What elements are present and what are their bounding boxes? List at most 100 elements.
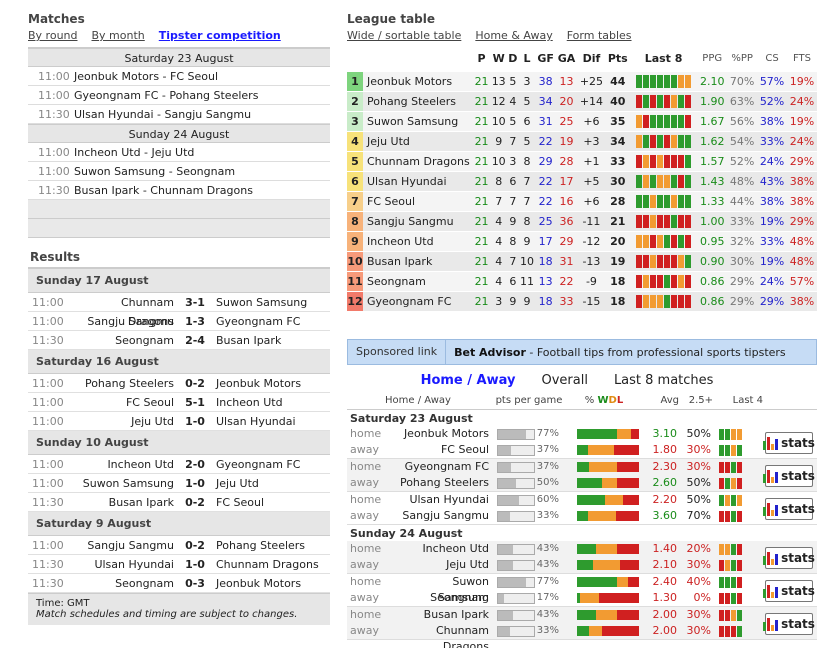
col-last8[interactable]: Last 8 bbox=[629, 47, 698, 71]
last4-form bbox=[719, 625, 742, 637]
wdl-D bbox=[589, 626, 602, 636]
fixture-row[interactable]: 11:00 Jeonbuk Motors - FC Seoul bbox=[28, 67, 330, 86]
league-row[interactable]: 11 Seongnam 21 4 6 11 13 22 -9 18 0.86 29% 24% 57% bbox=[347, 270, 817, 291]
fixture-row[interactable]: 11:30 Busan Ipark - Chunnam Dragons bbox=[28, 181, 330, 200]
col-ga[interactable]: GA bbox=[555, 47, 578, 71]
ha-team[interactable]: FC Seoul bbox=[440, 443, 489, 456]
league-team[interactable]: Ulsan Hyundai bbox=[363, 170, 473, 191]
col-l[interactable]: L bbox=[518, 47, 536, 71]
fixture-row[interactable]: 11:00 Gyeongnam FC - Pohang Steelers bbox=[28, 86, 330, 105]
col-pp[interactable]: %PP bbox=[727, 47, 758, 71]
league-row[interactable]: 3 Suwon Samsung 21 10 5 6 31 25 +6 35 1.67 56% 38% 19… bbox=[347, 110, 817, 131]
league-team[interactable]: FC Seoul bbox=[363, 190, 473, 211]
result-row[interactable]: 11:00 Incheon Utd 2-0 Gyeongnam FC bbox=[28, 455, 330, 474]
result-row[interactable]: 11:00 Sangju Sangmu 0-2 Pohang Steelers bbox=[28, 536, 330, 555]
tab-last-8-matches[interactable]: Last 8 matches bbox=[613, 373, 714, 388]
col-dif[interactable]: Dif bbox=[577, 47, 606, 71]
league-team[interactable]: Suwon Samsung bbox=[363, 110, 473, 131]
col-ppg[interactable]: PPG bbox=[697, 47, 728, 71]
bet-advisor-link[interactable]: Bet Advisor bbox=[454, 345, 526, 359]
tab-home-away[interactable]: Home & Away bbox=[475, 29, 553, 42]
tab-overall[interactable]: Overall bbox=[541, 373, 588, 388]
ha-team[interactable]: Gyeongnam FC bbox=[404, 460, 489, 473]
fixture-teams[interactable]: Suwon Samsung - Seongnam bbox=[74, 165, 236, 178]
last8-form bbox=[636, 214, 692, 228]
league-row[interactable]: 9 Incheon Utd 21 4 8 9 17 29 -12 20 0.95 32% 33% 48% bbox=[347, 230, 817, 251]
league-team[interactable]: Busan Ipark bbox=[363, 250, 473, 271]
fixture-teams[interactable]: Busan Ipark - Chunnam Dragons bbox=[74, 184, 253, 197]
result-row[interactable]: 11:30 Seongnam 0-3 Jeonbuk Motors bbox=[28, 574, 330, 593]
league-team[interactable]: Chunnam Dragons bbox=[363, 150, 473, 171]
fixture-row[interactable]: 11:00 Incheon Utd - Jeju Utd bbox=[28, 143, 330, 162]
fixture-teams[interactable]: Ulsan Hyundai - Sangju Sangmu bbox=[74, 108, 252, 121]
ha-team[interactable]: Busan Ipark bbox=[423, 608, 489, 621]
stats-button[interactable]: stats bbox=[763, 498, 815, 520]
fixture-teams[interactable]: Gyeongnam FC - Pohang Steelers bbox=[74, 89, 259, 102]
stats-button[interactable]: stats bbox=[763, 613, 815, 635]
form-W bbox=[636, 194, 643, 208]
stats-button[interactable]: stats bbox=[763, 580, 815, 602]
result-row[interactable]: 11:30 Ulsan Hyundai 1-0 Chunnam Dragons bbox=[28, 555, 330, 574]
league-last8 bbox=[629, 190, 698, 211]
ha-team[interactable]: Ulsan Hyundai bbox=[409, 493, 489, 506]
tab-home-away-stats[interactable]: Home / Away bbox=[420, 373, 516, 388]
form-D bbox=[657, 234, 664, 248]
col-d[interactable]: D bbox=[507, 47, 519, 71]
league-team[interactable]: Seongnam bbox=[363, 270, 473, 291]
col-w[interactable]: W bbox=[490, 47, 508, 71]
result-row[interactable]: 11:00 Chunnam Dragons 3-1 Suwon Samsung bbox=[28, 293, 330, 328]
league-team[interactable]: Sangju Sangmu bbox=[363, 210, 473, 231]
ha-team[interactable]: Sangju Sangmu bbox=[402, 509, 489, 522]
league-row[interactable]: 5 Chunnam Dragons 21 10 3 8 29 28 +1 33 1.57 52% 24%… bbox=[347, 150, 817, 171]
tab-by-month[interactable]: By month bbox=[91, 29, 145, 42]
league-team[interactable]: Jeju Utd bbox=[363, 130, 473, 151]
result-row[interactable]: 11:30 Busan Ipark 0-2 FC Seoul bbox=[28, 493, 330, 512]
league-row[interactable]: 4 Jeju Utd 21 9 7 5 22 19 +3 34 1.62 54% 33% 24% bbox=[347, 130, 817, 151]
league-row[interactable]: 7 FC Seoul 21 7 7 7 22 16 +6 28 1.33 44% 38% 38% bbox=[347, 190, 817, 211]
league-row[interactable]: 8 Sangju Sangmu 21 4 9 8 25 36 -11 21 1.00 33% 19% 29… bbox=[347, 210, 817, 231]
col-gf[interactable]: GF bbox=[535, 47, 556, 71]
fixture-teams[interactable]: Incheon Utd - Jeju Utd bbox=[74, 146, 195, 159]
ha-avg: 2.40 bbox=[652, 575, 678, 588]
ha-team[interactable]: Pohang Steelers bbox=[399, 476, 489, 489]
col-p[interactable]: P bbox=[473, 47, 491, 71]
league-row[interactable]: 2 Pohang Steelers 21 12 4 5 34 20 +14 40 1.90 63% 52… bbox=[347, 90, 817, 111]
col-cs[interactable]: CS bbox=[757, 47, 787, 71]
col-pts[interactable]: Pts bbox=[605, 47, 630, 71]
league-team[interactable]: Gyeongnam FC bbox=[363, 290, 473, 311]
league-row[interactable]: 6 Ulsan Hyundai 21 8 6 7 22 17 +5 30 1.43 48% 43% 38% bbox=[347, 170, 817, 191]
result-row[interactable]: 11:00 FC Seoul 5-1 Incheon Utd bbox=[28, 393, 330, 412]
league-row[interactable]: 10 Busan Ipark 21 4 7 10 18 31 -13 19 0.90 30% 19% 48… bbox=[347, 250, 817, 271]
fixture-row[interactable]: 11:30 Ulsan Hyundai - Sangju Sangmu bbox=[28, 105, 330, 124]
col-fts[interactable]: FTS bbox=[787, 47, 817, 71]
result-row[interactable]: 11:00 Suwon Samsung 1-0 Jeju Utd bbox=[28, 474, 330, 493]
tab-form-tables[interactable]: Form tables bbox=[566, 29, 632, 42]
stats-button[interactable]: stats bbox=[763, 465, 815, 487]
ha-team[interactable]: Jeju Utd bbox=[446, 558, 489, 571]
stats-button[interactable]: stats bbox=[763, 547, 815, 569]
tab-by-round[interactable]: By round bbox=[28, 29, 78, 42]
league-row[interactable]: 12 Gyeongnam FC 21 3 9 9 18 33 -15 18 0.86 29% 29% 38… bbox=[347, 290, 817, 311]
ha-team[interactable]: Incheon Utd bbox=[422, 542, 489, 555]
result-row[interactable]: 11:00 Sangju Sangmu 1-3 Gyeongnam FC bbox=[28, 312, 330, 331]
result-row[interactable]: 11:00 Pohang Steelers 0-2 Jeonbuk Motors bbox=[28, 374, 330, 393]
ha-team[interactable]: Seongnam bbox=[430, 591, 489, 604]
result-row[interactable]: 11:30 Seongnam 2-4 Busan Ipark bbox=[28, 331, 330, 350]
fixture-row[interactable]: 11:00 Suwon Samsung - Seongnam bbox=[28, 162, 330, 181]
ppg-percent: 33% bbox=[536, 625, 559, 636]
league-pp: 29% bbox=[727, 270, 758, 291]
ha-team[interactable]: Chunnam Dragons bbox=[435, 624, 489, 648]
ha-team[interactable]: Suwon Samsung bbox=[437, 575, 489, 604]
fixture-teams[interactable]: Jeonbuk Motors - FC Seoul bbox=[74, 70, 219, 83]
stats-button[interactable]: stats bbox=[763, 432, 815, 454]
league-team[interactable]: Pohang Steelers bbox=[363, 90, 473, 111]
league-row[interactable]: 1 Jeonbuk Motors 21 13 5 3 38 13 +25 44 2.10 70% 57%… bbox=[347, 70, 817, 91]
result-row[interactable]: 11:00 Jeju Utd 1-0 Ulsan Hyundai bbox=[28, 412, 330, 431]
tab-wide-sortable[interactable]: Wide / sortable table bbox=[347, 29, 462, 42]
last8-form bbox=[636, 134, 692, 148]
league-team[interactable]: Jeonbuk Motors bbox=[363, 70, 473, 91]
tab-tipster-competition[interactable]: Tipster competition bbox=[158, 29, 281, 42]
ha-team[interactable]: Jeonbuk Motors bbox=[403, 427, 489, 440]
league-team[interactable]: Incheon Utd bbox=[363, 230, 473, 251]
league-drawn: 3 bbox=[507, 150, 519, 171]
